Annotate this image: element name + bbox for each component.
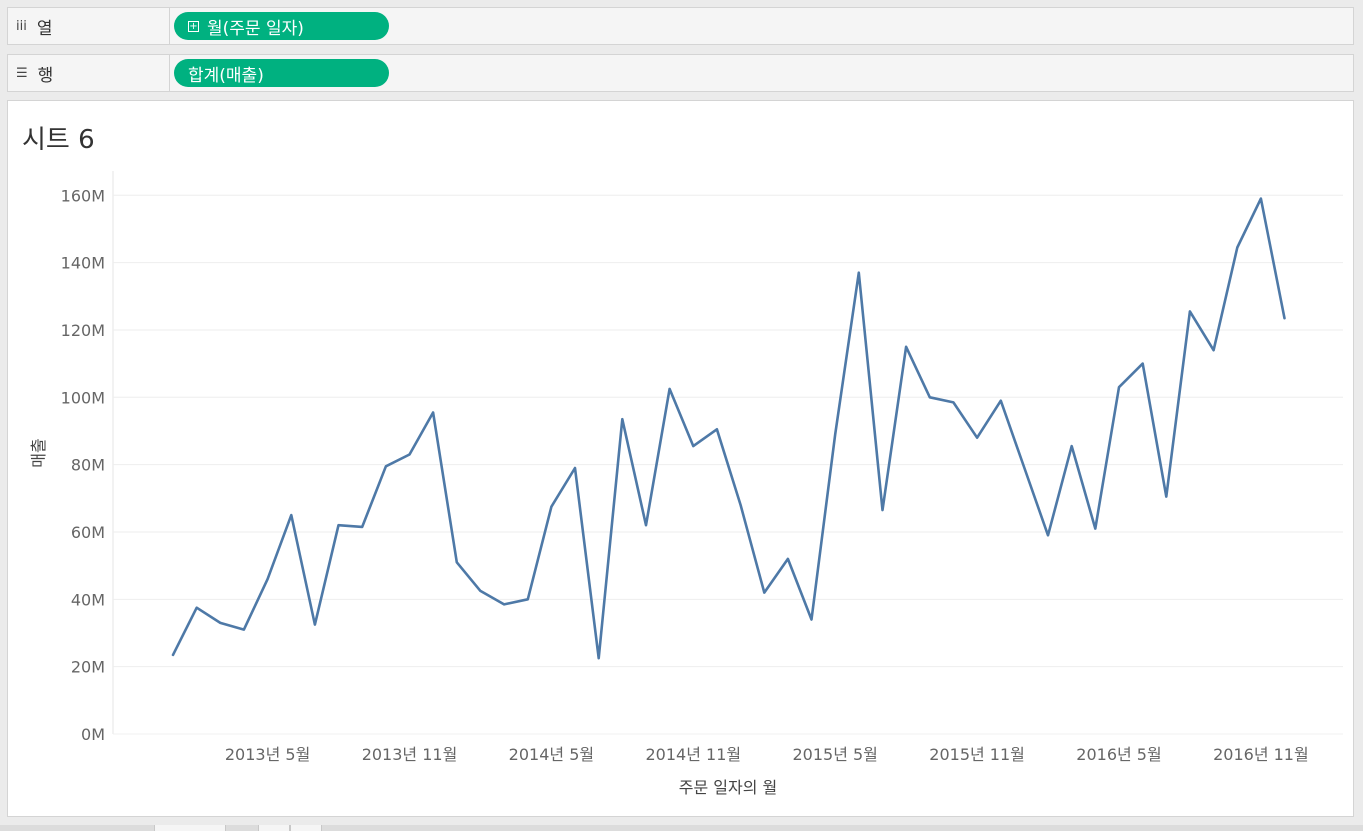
sheet-tab[interactable] bbox=[154, 825, 226, 831]
x-tick-label: 2015년 11월 bbox=[929, 745, 1025, 764]
y-tick-label: 40M bbox=[71, 590, 105, 609]
rows-shelf: ☰ 행 합계(매출) bbox=[7, 54, 1354, 92]
rows-pill[interactable]: 합계(매출) bbox=[174, 59, 389, 87]
y-tick-label: 120M bbox=[61, 321, 105, 340]
columns-shelf-label: iii 열 bbox=[8, 8, 170, 44]
sheet-title: 시트 6 bbox=[22, 125, 95, 155]
y-tick-label: 100M bbox=[61, 388, 105, 407]
x-axis-title: 주문 일자의 월 bbox=[679, 778, 778, 797]
y-tick-label: 80M bbox=[71, 456, 105, 475]
y-tick-label: 160M bbox=[61, 186, 105, 205]
y-tick-label: 60M bbox=[71, 523, 105, 542]
rows-pill-label: 합계(매출) bbox=[188, 65, 264, 86]
columns-pill-label: 월(주문 일자) bbox=[207, 18, 304, 39]
columns-shelf: iii 열 + 월(주문 일자) bbox=[7, 7, 1354, 45]
x-tick-label: 2014년 5월 bbox=[509, 745, 594, 764]
new-dashboard-tab[interactable] bbox=[290, 825, 322, 831]
sheet-view: 시트 6 0M 20M 40M 60M 80M 100M 120M 140M 160M 2013년… bbox=[7, 100, 1354, 817]
x-tick-label: 2013년 11월 bbox=[362, 745, 458, 764]
y-axis-title: 매출 bbox=[29, 438, 48, 467]
line-chart: 0M 20M 40M 60M 80M 100M 120M 140M 160M 2013년 5월 20… bbox=[29, 171, 1343, 797]
y-tick-label: 20M bbox=[71, 658, 105, 677]
new-sheet-tab[interactable] bbox=[258, 825, 290, 831]
x-tick-label: 2015년 5월 bbox=[792, 745, 877, 764]
x-tick-label: 2016년 11월 bbox=[1213, 745, 1309, 764]
sheet-tab-bar bbox=[0, 825, 1363, 831]
columns-pill[interactable]: + 월(주문 일자) bbox=[174, 12, 389, 40]
columns-icon: iii bbox=[16, 18, 27, 34]
y-tick-label: 140M bbox=[61, 254, 105, 273]
x-tick-label: 2013년 5월 bbox=[225, 745, 310, 764]
expand-plus-icon[interactable]: + bbox=[188, 20, 199, 32]
x-tick-label: 2014년 11월 bbox=[645, 745, 741, 764]
y-tick-label: 0M bbox=[81, 725, 105, 744]
series-line bbox=[171, 197, 1286, 660]
columns-shelf-label-text: 열 bbox=[36, 18, 53, 39]
x-tick-label: 2016년 5월 bbox=[1076, 745, 1161, 764]
rows-shelf-label: ☰ 행 bbox=[8, 55, 170, 91]
rows-icon: ☰ bbox=[16, 65, 28, 81]
rows-shelf-label-text: 행 bbox=[37, 65, 54, 86]
